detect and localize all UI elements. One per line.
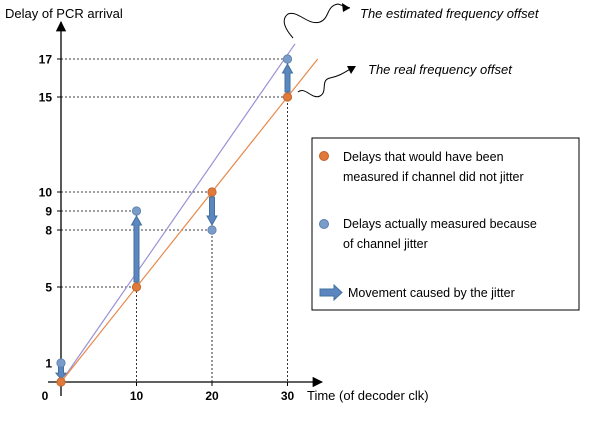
measured-point-0 [56,358,66,368]
dashed-guide-lines [61,58,288,382]
legend-text-measured-2: of channel jitter [343,237,428,251]
ideal-point-0 [56,377,66,387]
real-offset-leader [297,67,353,98]
estimated-offset-leader [283,3,351,39]
offset-lines [60,43,319,383]
y-tick-label-17: 17 [39,53,53,67]
y-tick-label-15: 15 [39,91,53,105]
legend-text-ideal-1: Delays that would have been [343,150,504,164]
legend-marker-ideal [319,151,329,161]
legend: Delays that would have been measured if … [311,137,580,311]
y-tick-label-10: 10 [39,186,53,200]
ideal-point-2 [207,187,217,197]
x-tick-label-0: 0 [42,389,49,403]
ideal-point-3 [282,92,293,102]
y-tick-label-5: 5 [45,281,52,295]
y-tick-label-1: 1 [45,357,52,371]
estimated-offset-leader-head [342,3,350,12]
legend-text-measured-1: Delays actually measured because [343,217,537,231]
data-points [56,54,293,387]
x-tick-label-10: 10 [130,389,144,403]
real-offset-leader-head [347,66,356,74]
jitter-arrow-2 [206,196,218,227]
real-offset-line [60,58,319,383]
y-axis-title: Delay of PCR arrival [5,6,123,21]
jitter-arrow-3 [281,62,294,93]
x-axis-title: Time (of decoder clk) [307,388,429,403]
legend-text-movement: Movement caused by the jitter [348,286,515,300]
measured-point-1 [131,206,142,216]
jitter-arrow-1 [130,214,143,283]
jitter-movement-arrows [54,62,294,380]
measured-point-2 [207,225,217,235]
legend-marker-arrow-icon [319,283,343,302]
real-offset-annotation: The real frequency offset [368,62,513,77]
estimated-offset-annotation: The estimated frequency offset [360,6,540,21]
estimated-offset-line [60,43,296,383]
measured-point-3 [282,54,293,64]
legend-text-ideal-2: measured if channel did not jitter [343,170,524,184]
y-tick-label-9: 9 [45,205,52,219]
x-tick-label-20: 20 [205,389,219,403]
x-tick-label-30: 30 [281,389,295,403]
legend-marker-measured [319,219,329,229]
ideal-point-1 [131,282,142,292]
legend-box [311,137,580,311]
y-tick-label-8: 8 [45,224,52,238]
jitter-arrow-0 [54,365,68,380]
